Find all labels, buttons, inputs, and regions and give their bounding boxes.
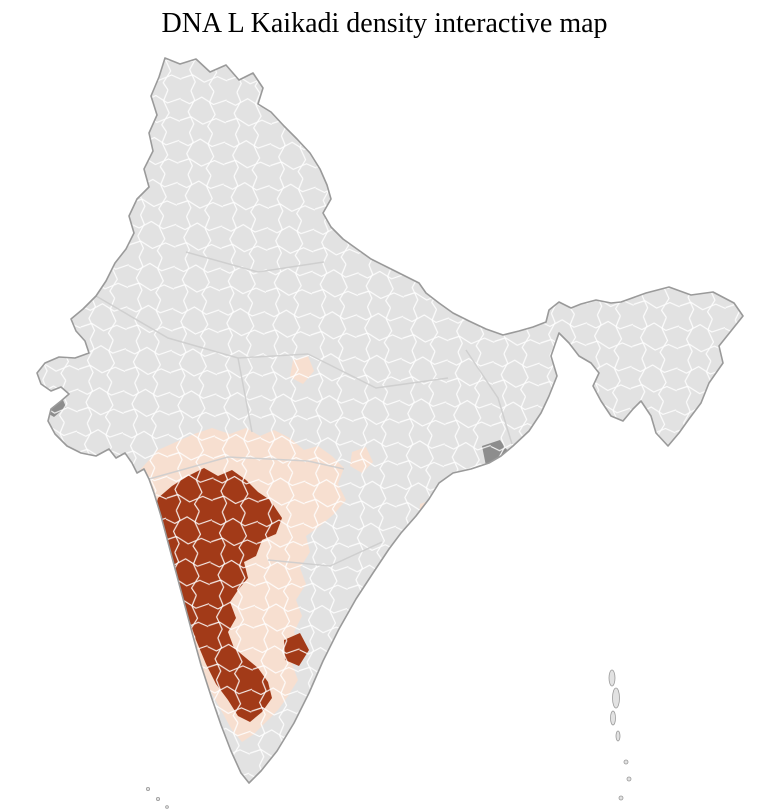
andaman-island[interactable]: [608, 669, 616, 687]
andaman-island[interactable]: [612, 687, 620, 709]
india-outer-border: [36, 57, 744, 784]
nicobar-island[interactable]: [618, 795, 624, 801]
state-borders: [95, 251, 513, 567]
lakshadweep-island[interactable]: [165, 805, 169, 809]
lakshadweep-island[interactable]: [145, 787, 150, 792]
nicobar-island[interactable]: [626, 776, 632, 782]
andaman-island[interactable]: [610, 710, 616, 726]
andaman-island[interactable]: [615, 730, 621, 742]
page-title: DNA L Kaikadi density interactive map: [161, 8, 608, 39]
island-districts[interactable]: [145, 669, 632, 809]
lakshadweep-island[interactable]: [155, 797, 160, 802]
nicobar-island[interactable]: [623, 759, 629, 765]
